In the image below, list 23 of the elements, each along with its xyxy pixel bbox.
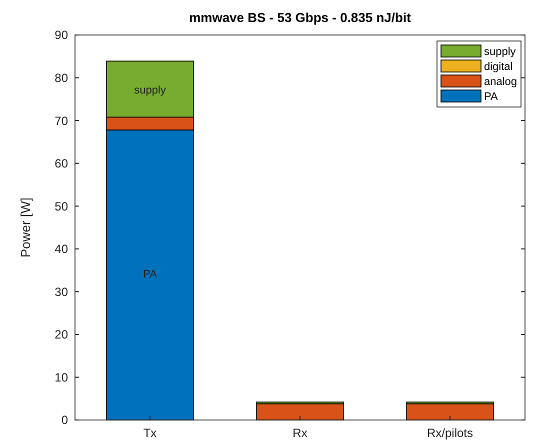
bar bbox=[256, 403, 344, 420]
y-tick-label: 20 bbox=[54, 328, 68, 342]
y-tick-label: 60 bbox=[54, 156, 68, 171]
y-tick-label: 80 bbox=[54, 70, 68, 85]
y-axis-title: Power [W] bbox=[18, 198, 33, 258]
annotation: PA bbox=[143, 268, 158, 280]
annotation: supply bbox=[134, 84, 166, 97]
y-tick-label: 10 bbox=[54, 370, 68, 384]
y-tick-label: 90 bbox=[54, 28, 68, 42]
y-tick-label: 0 bbox=[61, 413, 68, 428]
chart-title: mmwave BS - 53 Gbps - 0.835 nJ/bit bbox=[189, 10, 412, 25]
y-tick-label: 30 bbox=[54, 284, 68, 299]
x-tick-label: Rx bbox=[292, 426, 308, 440]
y-tick-label: 40 bbox=[54, 242, 68, 256]
legend-label: digital bbox=[484, 61, 513, 73]
x-tick-label: Tx bbox=[143, 426, 157, 440]
legend-label: supply bbox=[484, 46, 516, 58]
legend-label: PA bbox=[484, 91, 499, 103]
y-tick-label: 50 bbox=[54, 199, 68, 214]
y-tick-label: 70 bbox=[54, 114, 68, 128]
legend-label: analog bbox=[484, 76, 518, 88]
x-tick-label: Rx/pilots bbox=[426, 426, 474, 440]
bar bbox=[406, 403, 494, 420]
